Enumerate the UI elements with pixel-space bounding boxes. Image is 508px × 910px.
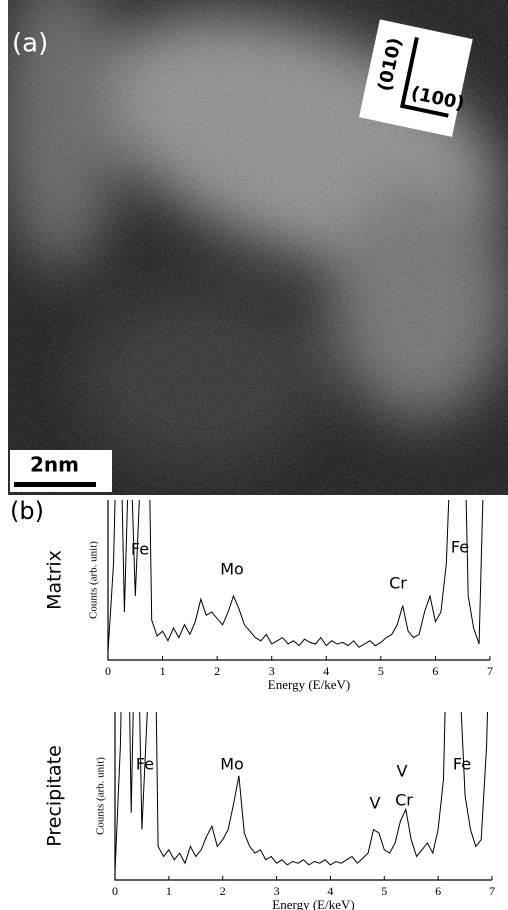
peak-label: Mo (220, 755, 244, 774)
peak-label: Fe (453, 755, 471, 774)
y-axis-label: Counts (arb. unit) (88, 541, 100, 619)
spectrum-line (108, 500, 484, 653)
x-axis-label: Energy (E/keV) (268, 677, 350, 692)
x-tick-label: 0 (105, 664, 111, 678)
x-tick-label: 5 (378, 664, 384, 678)
x-tick-label: 6 (435, 884, 441, 898)
x-tick-label: 2 (214, 664, 220, 678)
x-tick-label: 1 (160, 664, 166, 678)
peak-label: Fe (136, 755, 154, 774)
x-tick-label: 1 (166, 884, 172, 898)
peak-label: Cr (395, 791, 413, 810)
x-tick-label: 3 (269, 664, 275, 678)
scale-bar-label: 2nm (30, 453, 79, 477)
x-tick-label: 2 (220, 884, 226, 898)
x-tick-label: 6 (432, 664, 438, 678)
x-tick-label: 0 (112, 884, 118, 898)
peak-label: Cr (389, 574, 407, 593)
peak-label: Fe (451, 538, 469, 557)
peak-label: V (370, 794, 381, 813)
panel-label: (b) (10, 497, 44, 525)
inset-box (359, 19, 473, 137)
x-tick-label: 4 (327, 884, 333, 898)
row-label: Matrix (44, 550, 66, 610)
x-tick-label: 4 (323, 664, 329, 678)
x-tick-label: 3 (274, 884, 280, 898)
x-axis-label: Energy (E/keV) (272, 897, 354, 910)
x-tick-label: 7 (489, 884, 495, 898)
peak-label: Mo (220, 560, 244, 579)
panel-label: (a) (12, 29, 48, 59)
x-tick-label: 7 (487, 664, 493, 678)
direction-axes (399, 37, 449, 118)
row-label: Precipitate (44, 745, 66, 847)
peak-label: Fe (131, 540, 149, 559)
peak-label: V (397, 762, 408, 781)
spectrum-line (115, 712, 489, 872)
direction-inset: (010) (100) (359, 19, 473, 137)
y-axis-label: Counts (arb. unit) (95, 757, 107, 835)
scale-bar (14, 482, 96, 487)
x-tick-label: 5 (381, 884, 387, 898)
